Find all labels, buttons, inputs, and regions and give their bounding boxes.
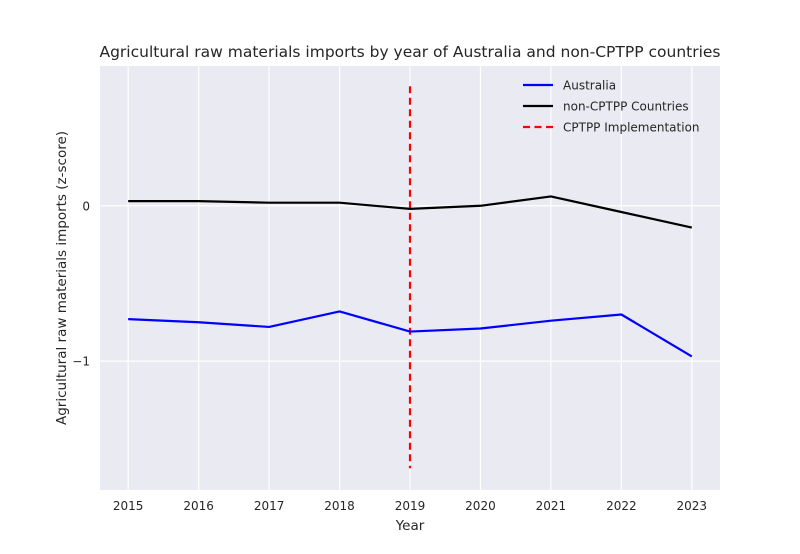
x-axis-label: Year [395,518,425,534]
y-tick-labels: 0 −1 [72,199,90,368]
x-tick-label: 2016 [183,499,214,513]
x-tick-label: 2018 [324,499,355,513]
y-tick-label: −1 [72,355,90,369]
x-tick-label: 2015 [113,499,144,513]
series-line-non-cptpp-countries [128,195,693,229]
x-tick-label: 2022 [606,499,637,513]
x-tick-label: 2017 [254,499,285,513]
y-tick-label: 0 [82,199,90,213]
x-tick-label: 2019 [395,499,426,513]
legend: Australia non-CPTPP Countries CPTPP Implem… [523,79,700,135]
legend-label: Australia [563,79,616,93]
x-tick-label: 2023 [677,499,708,513]
y-axis-label: Agricultural raw materials imports (z-sc… [54,131,70,425]
legend-label: CPTPP Implementation [563,121,700,135]
x-tick-label: 2020 [465,499,496,513]
x-tick-labels: 2015 2016 2017 2018 2019 2020 2021 2022 2023 [113,499,707,513]
series-line-australia [128,310,693,358]
chart-title: Agricultural raw materials imports by ye… [99,43,720,61]
x-tick-label: 2021 [536,499,567,513]
legend-label: non-CPTPP Countries [563,100,689,114]
series-layer [128,195,693,358]
